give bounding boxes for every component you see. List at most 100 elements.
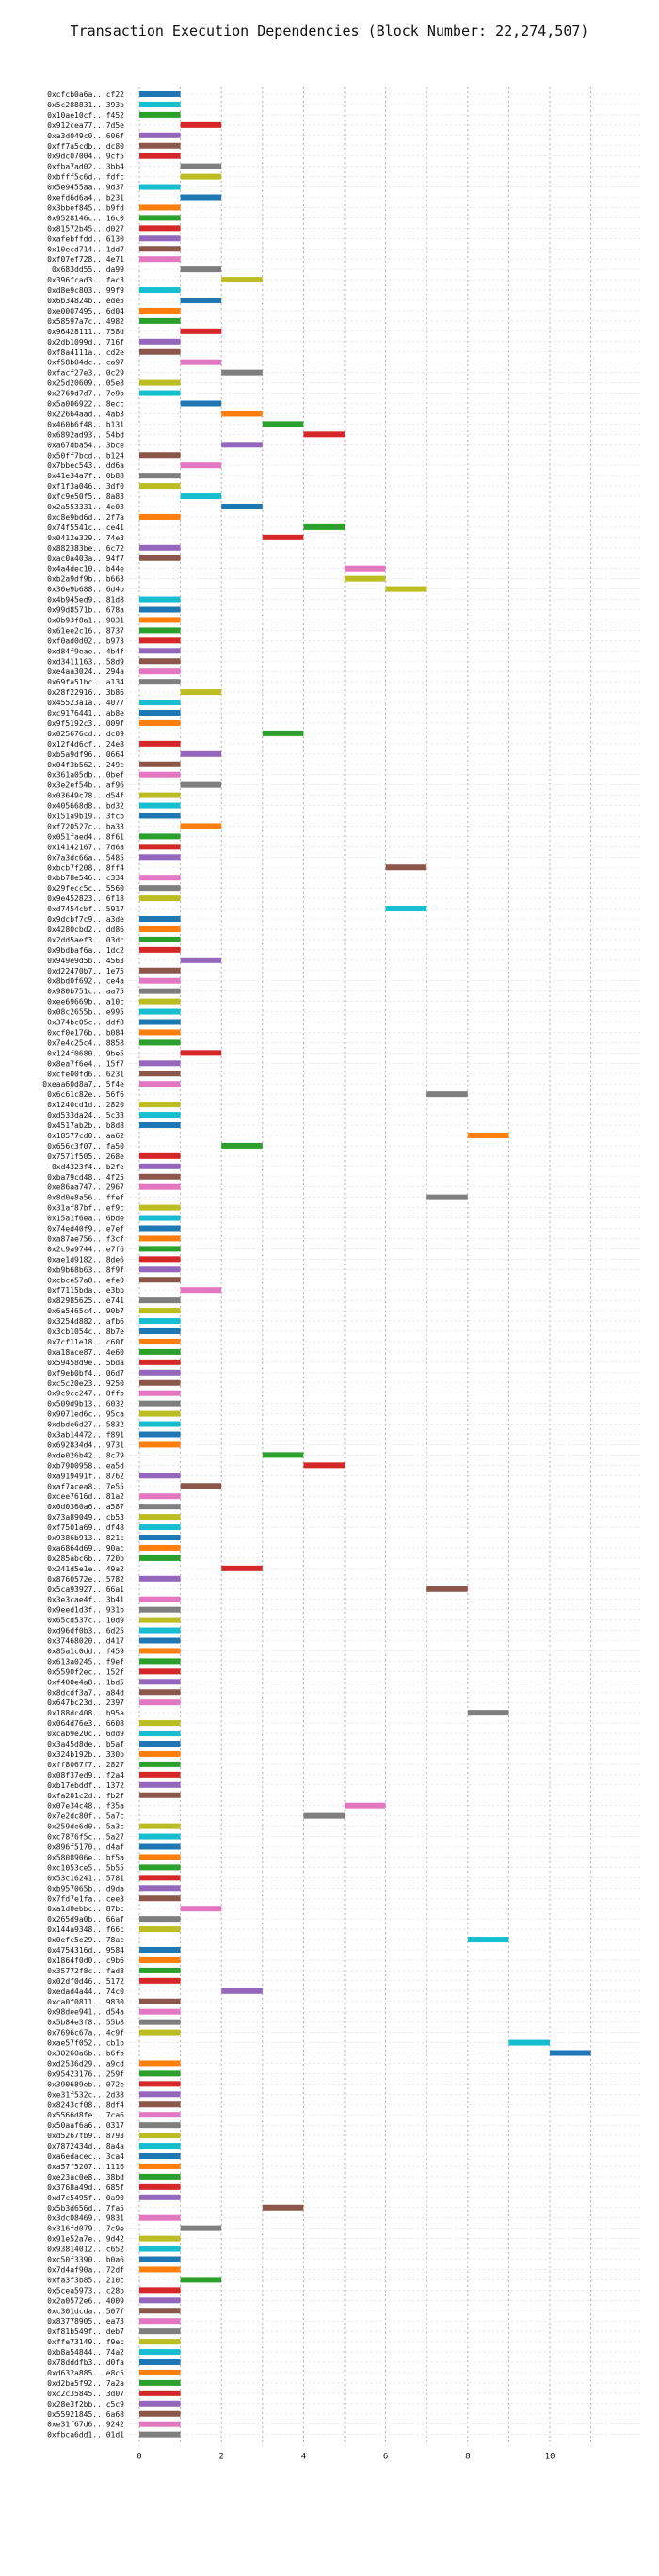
- y-tick-label: 0x45523a1a...4077: [47, 699, 124, 707]
- bar: [139, 802, 181, 809]
- bar: [139, 1256, 181, 1263]
- y-tick-label: 0x3e3cae4f...3b41: [47, 1596, 124, 1604]
- y-tick-label: 0xf7115bda...e3bb: [47, 1286, 124, 1295]
- y-tick-label: 0x95423176...259f: [47, 2069, 124, 2078]
- bar: [139, 2379, 181, 2386]
- y-tick-label: 0x896f5170...d4af: [47, 1843, 124, 1852]
- y-tick-label: 0x08c2655b...e995: [47, 1008, 124, 1017]
- bar: [139, 1400, 181, 1407]
- bar: [139, 2122, 181, 2129]
- bar: [139, 658, 181, 665]
- bar: [139, 307, 181, 314]
- bar: [139, 1215, 181, 1221]
- y-tick-label: 0x3254d882...afb6: [47, 1317, 124, 1326]
- y-tick-label: 0x0b93f8a1...9031: [47, 616, 124, 624]
- bar: [139, 1266, 181, 1273]
- bar: [139, 1854, 181, 1860]
- bar: [139, 2060, 181, 2067]
- y-tick-label: 0x4b945ed9...81d8: [47, 596, 124, 604]
- y-tick-label: 0x25d20609...05e8: [47, 379, 124, 388]
- y-tick-label: 0xefd6d6a4...b231: [47, 194, 124, 202]
- bar: [139, 1524, 181, 1531]
- y-tick-label: 0xa67dba54...3bce: [47, 441, 124, 449]
- y-tick-label: 0x2a0572e6...4009: [47, 2296, 124, 2305]
- y-tick-label: 0x7571f505...268e: [47, 1152, 124, 1161]
- bar: [139, 1390, 181, 1396]
- y-tick-label: 0x9dcbf7c9...a3de: [47, 915, 124, 924]
- y-tick-label: 0x10ae10cf...f452: [47, 111, 124, 120]
- bar: [139, 2214, 181, 2221]
- y-tick-label: 0xa3d049c0...606f: [47, 132, 124, 140]
- bar: [180, 1483, 222, 1489]
- y-tick-label: 0xfba7ad02...3bb4: [47, 163, 124, 171]
- y-tick-label: 0xcee7616d...81a2: [47, 1492, 124, 1501]
- y-tick-label: 0xc5c20e23...9250: [47, 1379, 124, 1388]
- bar: [139, 771, 181, 778]
- y-tick-label: 0xf0ad0d02...b973: [47, 636, 124, 645]
- bar: [139, 2101, 181, 2108]
- y-tick-label: 0x30260a6b...b6fb: [47, 2050, 124, 2058]
- bar: [139, 627, 181, 634]
- y-tick-label: 0xfbca6dd1...01d1: [47, 2431, 124, 2439]
- bar: [139, 390, 181, 396]
- bar: [139, 1008, 181, 1015]
- y-tick-label: 0x08f37ed9...f2a4: [47, 1771, 124, 1779]
- y-tick-label: 0x6b34824b...ede5: [47, 297, 124, 305]
- x-tick-label: 6: [383, 2453, 388, 2462]
- bar: [303, 1812, 345, 1819]
- y-tick-label: 0x613a0245...f9ef: [47, 1657, 124, 1666]
- y-tick-label: 0x8ea7f6e4...15f7: [47, 1059, 124, 1068]
- y-tick-label: 0x03649c78...d54f: [47, 792, 124, 800]
- y-tick-label: 0x28f22916...3b86: [47, 688, 124, 697]
- y-tick-label: 0x7872434d...8a4a: [47, 2142, 124, 2150]
- bar: [262, 421, 304, 427]
- bar: [139, 1328, 181, 1334]
- y-tick-label: 0x18577cd0...aa62: [47, 1132, 124, 1140]
- bar: [221, 369, 263, 376]
- bar: [221, 442, 263, 448]
- y-tick-label: 0x912cea77...7d5e: [47, 121, 124, 130]
- y-tick-label: 0x8760572e...5782: [47, 1575, 124, 1584]
- bar: [139, 1554, 181, 1561]
- bar: [139, 1152, 181, 1159]
- bar: [139, 1039, 181, 1046]
- bar: [385, 906, 427, 912]
- y-tick-label: 0x390689eb...072e: [47, 2080, 124, 2088]
- y-tick-label: 0x3e2ef54b...af96: [47, 781, 124, 790]
- bar: [139, 1699, 181, 1706]
- y-tick-label: 0xe23ac0e8...38bd: [47, 2173, 124, 2182]
- y-tick-label: 0x9528146c...16c0: [47, 214, 124, 222]
- y-tick-label: 0x30e9b688...6d4b: [47, 586, 124, 594]
- y-tick-label: 0x12f4d6cf...24e8: [47, 740, 124, 749]
- y-tick-label: 0x4280cbd2...dd86: [47, 926, 124, 934]
- y-tick-label: 0x1240cd1d...2820: [47, 1101, 124, 1109]
- bar: [139, 348, 181, 355]
- y-tick-label: 0xcf0e176b...b084: [47, 1028, 124, 1037]
- y-tick-label: 0x8dcdf3a7...a84d: [47, 1688, 124, 1697]
- bar: [467, 1937, 509, 1943]
- y-tick-label: 0xc1053ce5...5b55: [47, 1863, 124, 1872]
- y-tick-label: 0xd7c5495f...0a90: [47, 2194, 124, 2202]
- bar: [180, 2277, 222, 2283]
- y-tick-label: 0xae1d9182...8de6: [47, 1255, 124, 1264]
- y-tick-label: 0x2dd5aef3...03dc: [47, 936, 124, 944]
- bar: [139, 637, 181, 644]
- bar: [139, 1060, 181, 1067]
- y-tick-label: 0xe31f532c...2d38: [47, 2090, 124, 2099]
- y-tick-label: 0x8d0e8a56...ffef: [47, 1194, 124, 1202]
- y-tick-label: 0xde026b42...8c79: [47, 1451, 124, 1459]
- bar: [139, 1122, 181, 1128]
- bar: [139, 700, 181, 706]
- y-tick-label: 0xd96df0b3...6d25: [47, 1627, 124, 1635]
- y-tick-label: 0x5590f2ec...152f: [47, 1667, 124, 1676]
- y-tick-label: 0x35772f8c...fad8: [47, 1967, 124, 1975]
- y-tick-label: 0xd3411163...58d9: [47, 657, 124, 666]
- bar: [139, 967, 181, 974]
- y-tick-label: 0x151a9b19...3fcb: [47, 813, 124, 821]
- y-tick-label: 0x5cea5973...c28b: [47, 2286, 124, 2294]
- bar: [139, 998, 181, 1005]
- bar: [139, 1225, 181, 1232]
- y-tick-label: 0x1864f0d0...c9b6: [47, 1956, 124, 1965]
- y-tick-label: 0x949e9d5b...4563: [47, 957, 124, 965]
- bar: [139, 2008, 181, 2015]
